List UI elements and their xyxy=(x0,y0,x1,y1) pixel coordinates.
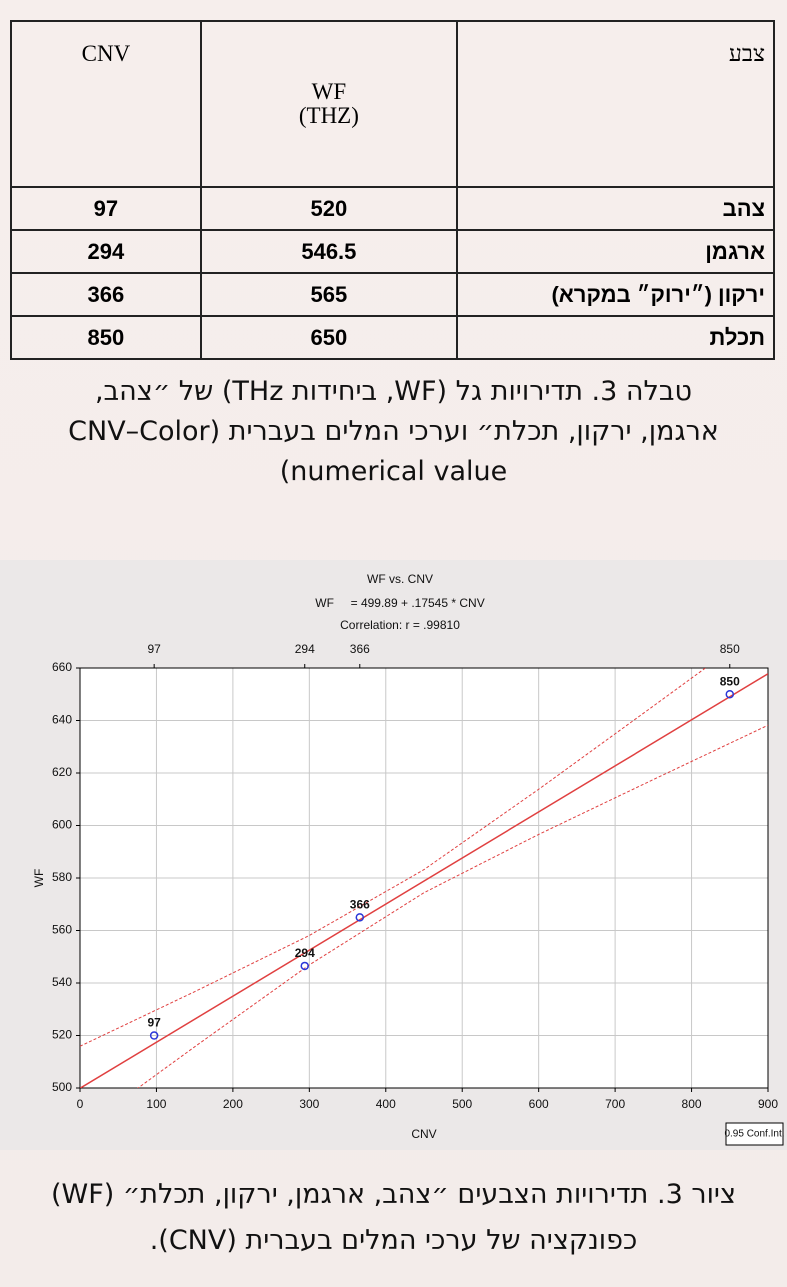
chart-correlation: Correlation: r = .99810 xyxy=(340,618,460,632)
x-tick-label: 500 xyxy=(452,1097,472,1111)
table-row: צהב 520 97 xyxy=(10,186,776,232)
table-cell: 850 xyxy=(10,315,202,360)
header-text: WF xyxy=(311,79,347,105)
y-tick-label: 580 xyxy=(52,870,72,884)
y-tick-label: 540 xyxy=(52,975,72,989)
table-cell: 520 xyxy=(199,186,458,232)
table-cell: תכלת xyxy=(455,315,776,360)
legend-label: 0.95 Conf.Int. xyxy=(724,1129,784,1140)
table-cell: 650 xyxy=(199,315,458,360)
data-point xyxy=(300,961,309,971)
caption-line: טבלה 3. תדירויות גל (WF, ביחידות THz) של… xyxy=(94,376,693,407)
caption-line: ציור 3. תדירויות הצבעים ״צהב, ארגמן, ירק… xyxy=(51,1179,736,1210)
caption-line: ארגמן, ירקון, תכלת״ וערכי המלים בעברית (… xyxy=(68,416,719,447)
x-tick-label: 800 xyxy=(682,1097,702,1111)
table-caption: טבלה 3. תדירויות גל (WF, ביחידות THz) של… xyxy=(0,372,787,492)
chart-title: WF vs. CNV xyxy=(367,572,433,586)
point-label: 366 xyxy=(350,898,370,912)
y-tick-label: 660 xyxy=(52,660,72,674)
y-tick-label: 500 xyxy=(52,1080,72,1094)
header-cell: צבע xyxy=(455,19,776,189)
legend-box xyxy=(725,1122,784,1146)
table-cell: 366 xyxy=(10,272,202,318)
x-tick-label: 300 xyxy=(299,1097,319,1111)
table-cell: ארגמן xyxy=(455,229,776,275)
table-row: ארגמן 546.5 294 xyxy=(10,229,776,275)
data-point xyxy=(355,913,365,922)
top-tick-label: 366 xyxy=(350,642,370,656)
table-row: תכלת 650 850 xyxy=(10,315,776,360)
table-row: ירקון (״ירוק״ במקרא) 565 366 xyxy=(10,272,776,318)
plot-frame xyxy=(79,667,769,1089)
y-tick-label: 640 xyxy=(52,713,72,727)
x-tick-label: 200 xyxy=(223,1097,243,1111)
x-tick-label: 700 xyxy=(605,1097,625,1111)
data-point xyxy=(725,690,735,699)
top-tick-label: 97 xyxy=(147,642,161,656)
table-cell: 546.5 xyxy=(199,229,458,275)
table-cell: 97 xyxy=(10,186,202,232)
point-label: 294 xyxy=(295,946,315,960)
top-tick-label: 850 xyxy=(720,642,740,656)
header-row: צבע WF (THZ) CNV xyxy=(10,19,776,189)
x-tick-label: 600 xyxy=(529,1097,549,1111)
point-label: 97 xyxy=(147,1016,161,1030)
data-table: צבע WF (THZ) CNV צהב 520 97 ארגמן 546.5 294 ירק… xyxy=(10,19,776,360)
table-cell: 565 xyxy=(199,272,458,318)
x-axis-label: CNV xyxy=(411,1127,436,1141)
top-tick-label: 294 xyxy=(295,642,315,656)
table-cell: צהב xyxy=(455,186,776,232)
confidence-band xyxy=(80,668,707,1047)
figure-caption: ציור 3. תדירויות הצבעים ״צהב, ארגמן, ירק… xyxy=(0,1172,787,1264)
x-tick-label: 0 xyxy=(77,1097,84,1111)
y-tick-label: 620 xyxy=(52,765,72,779)
regression-line xyxy=(80,673,768,1088)
header-cell: CNV xyxy=(10,19,202,189)
confidence-band xyxy=(137,724,768,1088)
caption-line: numerical value) xyxy=(279,456,508,487)
caption-line: כפונקציה של ערכי המלים בעברית (CNV). xyxy=(149,1225,638,1256)
x-tick-label: 400 xyxy=(376,1097,396,1111)
point-label: 850 xyxy=(720,674,740,688)
x-tick-label: 900 xyxy=(758,1097,778,1111)
chart: WF vs. CNV WF = 499.89 + .17545 * CNV Co… xyxy=(0,560,787,1150)
y-tick-label: 600 xyxy=(52,818,72,832)
header-text: (THZ) xyxy=(298,103,359,129)
y-tick-label: 560 xyxy=(52,923,72,937)
x-tick-label: 100 xyxy=(146,1097,166,1111)
y-axis-label: WF xyxy=(32,869,46,888)
data-point xyxy=(149,1031,159,1040)
chart-equation: WF = 499.89 + .17545 * CNV xyxy=(315,596,484,610)
y-tick-label: 520 xyxy=(52,1028,72,1042)
header-cell: WF (THZ) xyxy=(199,19,458,189)
table-cell: 294 xyxy=(10,229,202,275)
plot-content xyxy=(80,668,768,1088)
table-cell: ירקון (״ירוק״ במקרא) xyxy=(455,272,776,318)
